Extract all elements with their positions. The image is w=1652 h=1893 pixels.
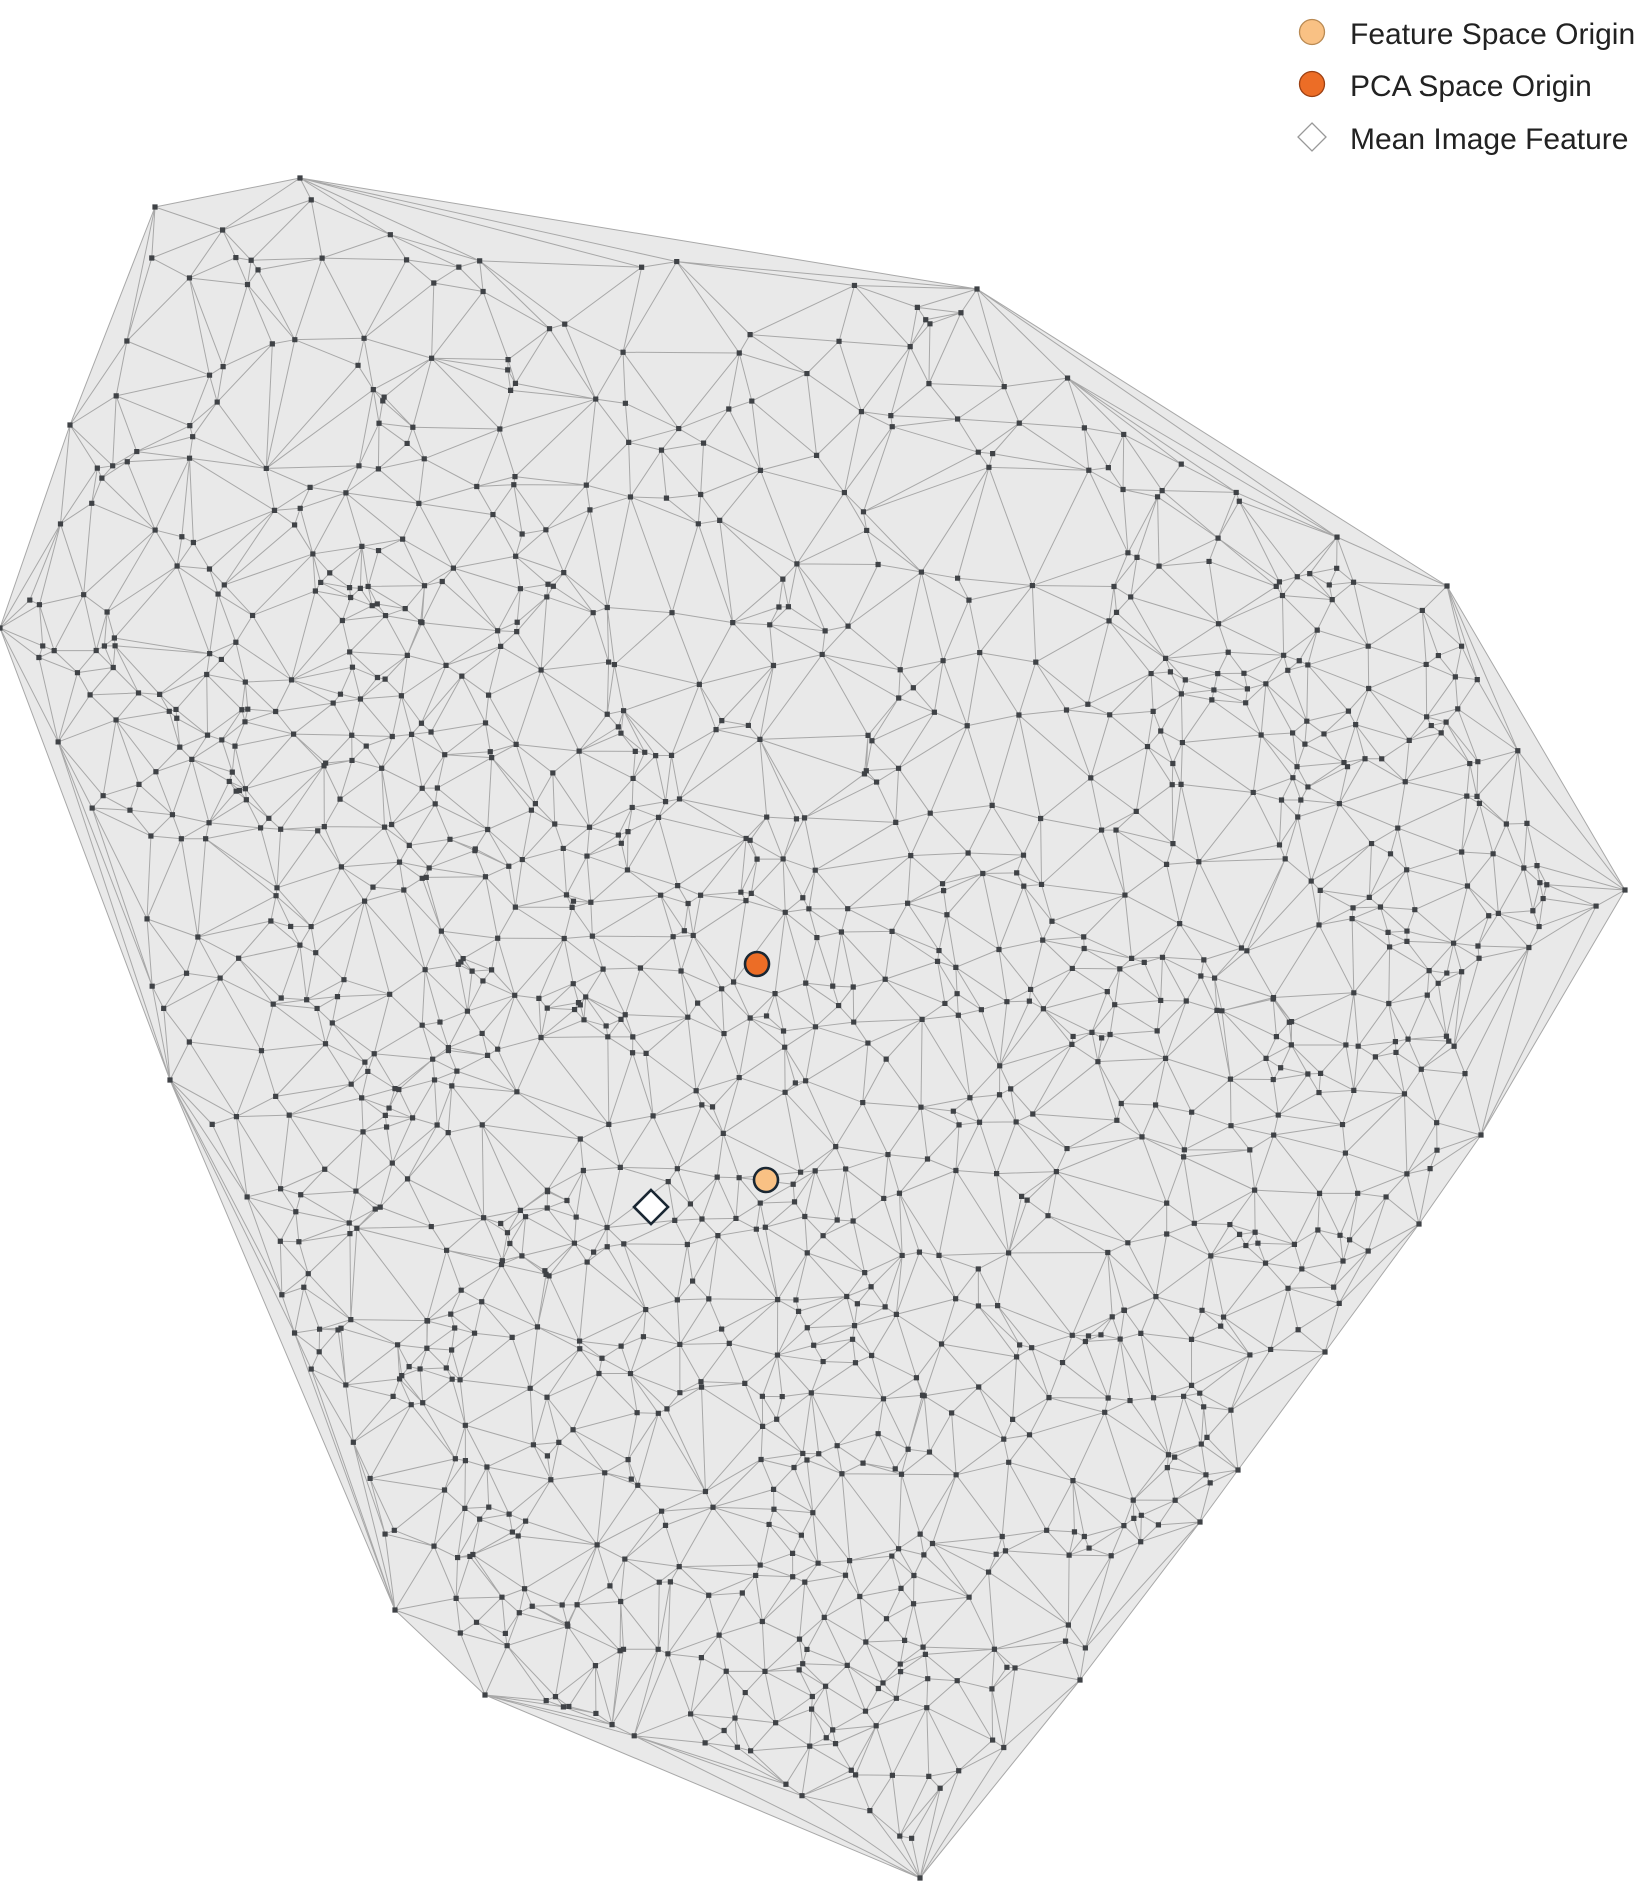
svg-text:Mean Image Feature: Mean Image Feature: [1350, 123, 1628, 156]
svg-text:PCA Space Origin: PCA Space Origin: [1350, 70, 1592, 103]
svg-text:Feature Space Origin: Feature Space Origin: [1350, 18, 1635, 51]
